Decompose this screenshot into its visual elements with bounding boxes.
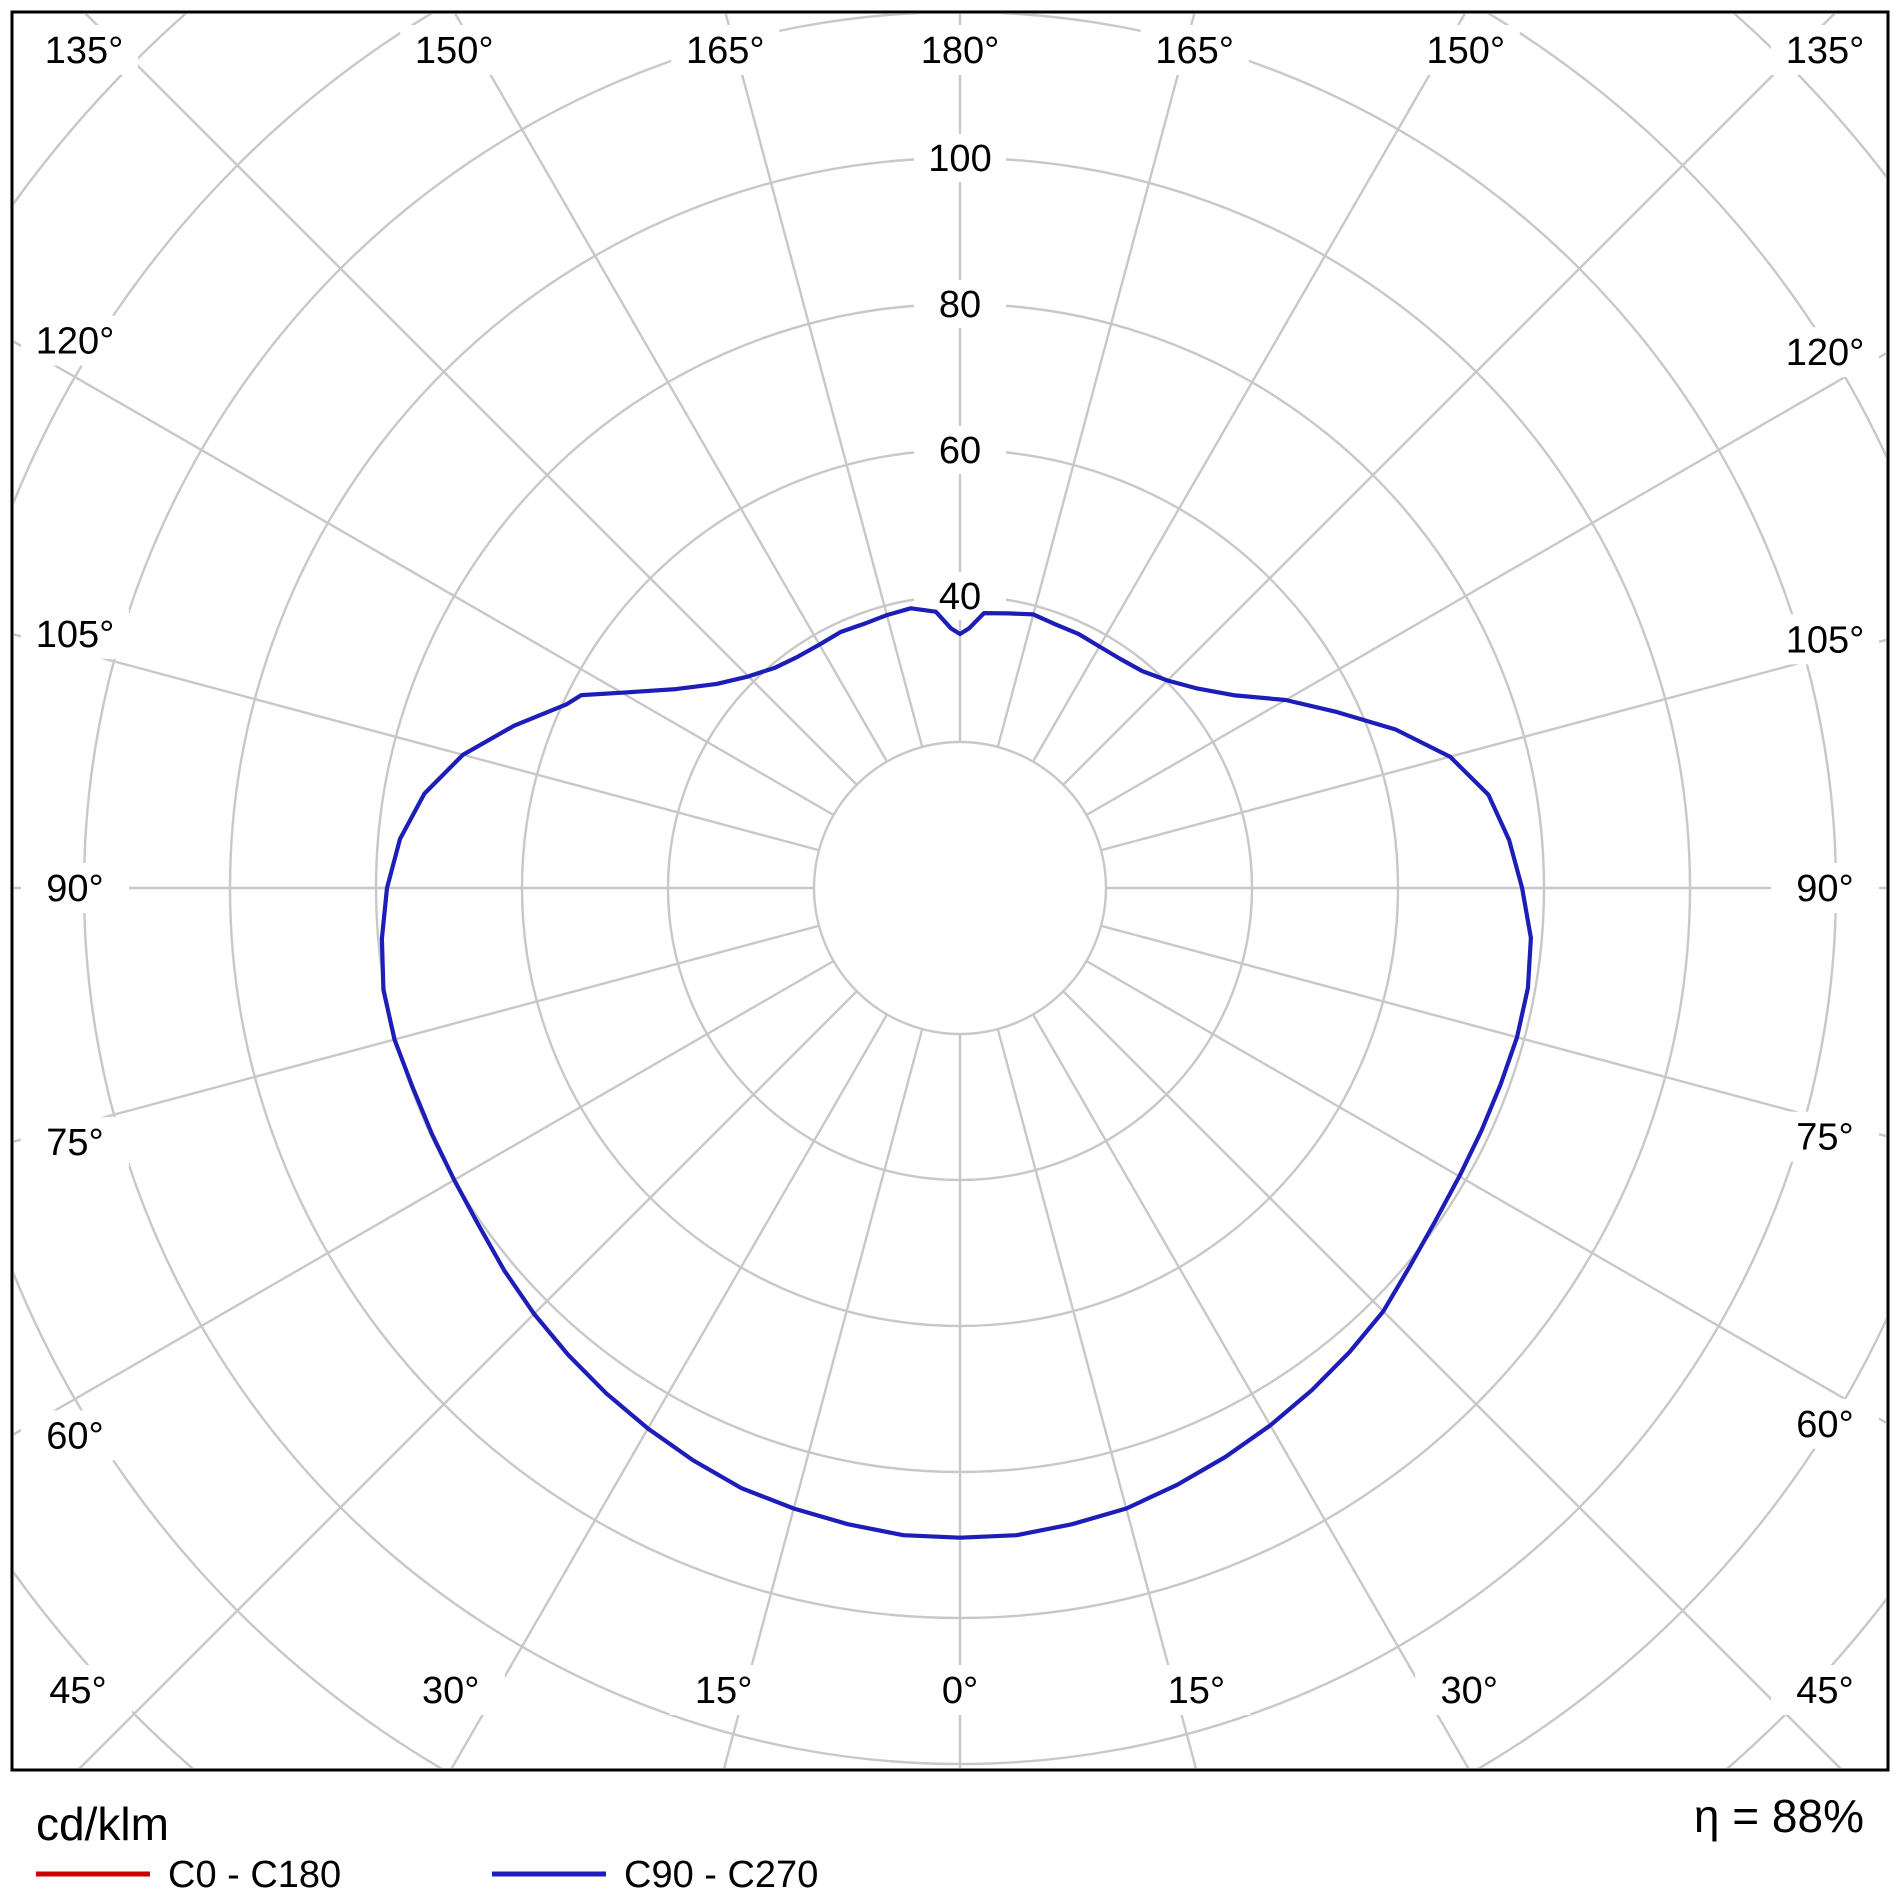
legend-label-c0-c180: C0 - C180 [168,1854,341,1896]
angle-tick-label: 120° [1786,332,1865,374]
angle-tick-bg [671,25,780,75]
grid-spoke [78,990,858,1768]
angle-tick-label: 165° [1155,30,1234,72]
angle-tick-bg [906,1665,1014,1715]
angle-tick-bg [1771,1398,1879,1449]
grid-spoke [1100,638,1886,852]
angle-tick-bg [1771,863,1879,913]
angle-tick-label: 75° [46,1122,103,1164]
angle-tick-label: 105° [1786,619,1865,661]
plot-border [10,10,1890,1772]
grid-spoke [722,1028,924,1768]
grid-spoke [14,340,835,817]
angle-tick-bg [1415,1665,1524,1715]
grid-spoke [1100,924,1886,1138]
grid-spoke [1062,14,1836,786]
angle-tick-label: 135° [1786,30,1865,72]
angle-tick-label: 135° [45,30,124,72]
grid-spoke [14,959,835,1436]
angle-tick-label: 90° [46,868,103,910]
efficiency-label: η = 88% [1694,1790,1864,1842]
grid-spoke [996,1028,1198,1768]
angle-tick-bg [1771,1111,1879,1162]
angle-tick-bg [1771,614,1879,665]
radial-tick-bg [914,426,1006,474]
angle-tick-bg [1142,1665,1251,1715]
grid-spoke [84,14,858,786]
grid-spoke [1062,990,1842,1768]
angle-tick-bg [21,315,129,366]
angle-tick-label: 60° [46,1415,103,1457]
legend-label-c90-c270: C90 - C270 [624,1854,818,1896]
grid-spoke [1085,959,1886,1425]
radial-tick-label: 100 [928,138,991,180]
angle-tick-label: 60° [1796,1404,1853,1446]
angle-tick-label: 30° [1440,1670,1497,1712]
grid-spoke [996,14,1196,748]
angle-tick-bg [21,863,129,913]
radial-tick-bg [914,280,1006,328]
angle-tick-label: 150° [1426,30,1505,72]
grid-spoke [1031,14,1467,763]
angle-tick-bg [1771,327,1879,378]
angle-tick-label: 90° [1796,868,1853,910]
angle-tick-label: 45° [49,1670,106,1712]
grid-spoke [450,1013,889,1768]
angle-tick-bg [669,1665,778,1715]
angle-tick-label: 15° [1168,1670,1225,1712]
grid-spoke [724,14,924,748]
radial-tick-bg [914,134,1006,182]
angle-tick-bg [21,1410,129,1461]
angle-tick-bg [906,25,1014,75]
grid-ring [812,740,1108,1036]
angle-tick-label: 150° [415,30,494,72]
grid-spoke [14,924,820,1143]
angle-tick-label: 180° [921,30,1000,72]
angle-tick-bg [24,1665,132,1715]
angle-tick-label: 0° [942,1670,978,1712]
grid-spoke [1085,351,1886,817]
radial-tick-label: 60 [939,430,981,472]
angle-tick-bg [21,608,129,659]
angle-tick-label: 15° [695,1670,752,1712]
unit-label: cd/klm [36,1798,169,1850]
angle-tick-bg [396,1665,505,1715]
angle-tick-label: 105° [36,614,115,656]
grid-spoke [453,14,889,763]
angle-tick-bg [400,25,509,75]
grid-spoke [1031,1013,1470,1768]
radial-tick-label: 40 [939,576,981,618]
angle-tick-label: 165° [686,30,765,72]
angle-tick-bg [1771,1665,1879,1715]
angle-tick-label: 30° [422,1670,479,1712]
grid-spoke [14,633,820,852]
radial-tick-label: 80 [939,284,981,326]
angle-tick-bg [30,25,138,75]
angle-tick-bg [1771,25,1879,75]
angle-tick-bg [21,1117,129,1168]
angle-tick-bg [1411,25,1520,75]
angle-tick-label: 120° [36,321,115,363]
angle-tick-label: 45° [1796,1670,1853,1712]
angle-tick-label: 75° [1796,1117,1853,1159]
series-curve-c90-c270 [379,606,1533,1540]
angle-tick-bg [1140,25,1249,75]
